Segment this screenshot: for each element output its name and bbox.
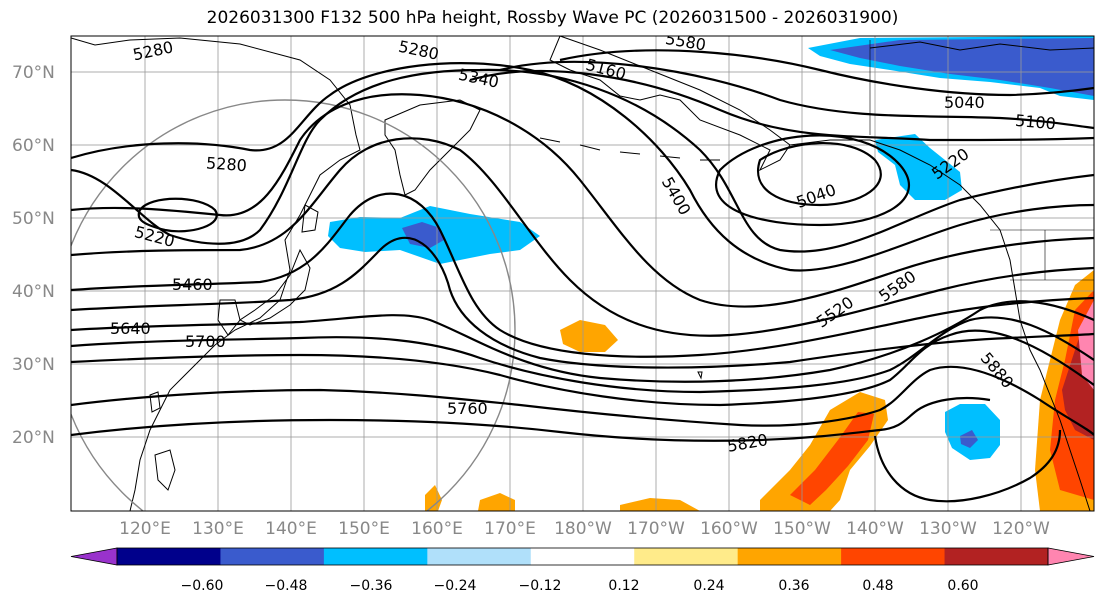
lat-label: 40°N [12, 282, 55, 302]
contour-label: 5040 [944, 93, 985, 112]
colorbar-tick-label: −0.36 [350, 578, 393, 594]
contour-5220-loop [137, 197, 218, 233]
colorbar-segment [220, 548, 325, 565]
contour-5400 [71, 137, 1094, 337]
anomaly-neg-alaska [875, 134, 962, 200]
reference-circle [71, 99, 516, 511]
contour-label: 5640 [110, 319, 151, 338]
colorbar-ticks: −0.60 −0.48 −0.36 −0.24 −0.12 0.12 0.24 … [181, 578, 979, 594]
lat-label: 50°N [12, 209, 55, 229]
longitude-labels: 120°E 130°E 140°E 150°E 160°E 170°E 180°… [119, 519, 1050, 539]
contour-5520 [71, 236, 1094, 369]
map-frame [70, 35, 1095, 512]
colorbar-tick-label: 0.24 [693, 578, 724, 594]
contour-label: 5460 [172, 275, 213, 294]
colorbar-tick-label: 0.36 [778, 578, 809, 594]
colorbar-tick-label: 0.12 [608, 578, 639, 594]
lat-label: 70°N [12, 63, 55, 83]
colorbar-outline [116, 547, 1049, 566]
lon-label: 140°W [846, 519, 904, 539]
anomaly-pos-coast-pink [1078, 300, 1094, 390]
colorbar-segment [634, 548, 739, 565]
contour-5040-low [757, 142, 882, 207]
colorbar-segment [530, 548, 635, 565]
contour-5820 [71, 397, 991, 442]
colorbar-extend-min [70, 547, 118, 566]
lon-label: 170°E [484, 519, 536, 539]
contour-label: 5760 [447, 399, 488, 418]
contour-5160 [469, 69, 1094, 142]
latitude-labels: 70°N 60°N 50°N 40°N 30°N 20°N [12, 63, 55, 448]
anomaly-pos-small-3 [620, 498, 700, 511]
lat-label: 30°N [12, 355, 55, 375]
lat-label: 60°N [12, 136, 55, 156]
lon-label: 120°W [992, 519, 1050, 539]
lon-label: 160°E [411, 519, 463, 539]
colorbar-segment [737, 548, 842, 565]
contour-5280 [71, 62, 1094, 272]
contour-5760 [71, 365, 1094, 436]
colorbar-segment [427, 548, 532, 565]
colorbar-tick-label: −0.24 [434, 578, 477, 594]
lon-label: 150°E [338, 519, 390, 539]
colorbar-tick-label: −0.48 [265, 578, 308, 594]
anomaly-pos-se-core [790, 412, 874, 505]
colorbar-extend-max [1047, 547, 1095, 566]
colorbar-tick-label: 0.60 [947, 578, 978, 594]
contour-5100-north [499, 60, 1094, 130]
colorbar-segment [117, 548, 221, 565]
colorbar-tick-label: 0.48 [862, 578, 893, 594]
colorbar-segment [944, 548, 1049, 565]
contour-5220 [71, 68, 1094, 253]
contour-5340 [71, 93, 1094, 308]
contour-5460 [71, 192, 1094, 358]
lon-label: 120°E [119, 519, 171, 539]
anomaly-shading [328, 36, 1094, 511]
anomaly-pos-small-1 [425, 485, 442, 511]
lon-label: 170°W [627, 519, 685, 539]
anomaly-neg-east-core [960, 430, 978, 448]
contour-5100-low [715, 134, 910, 227]
colorbar-segment [323, 548, 428, 565]
lat-label: 20°N [12, 428, 55, 448]
contour-5640 [71, 316, 1094, 394]
colorbar-tick-label: −0.12 [519, 578, 562, 594]
lon-label: 130°E [192, 519, 244, 539]
lon-label: 140°E [265, 519, 317, 539]
contour-label: 5700 [185, 332, 226, 351]
lon-label: 180°W [554, 519, 612, 539]
lon-label: 150°W [773, 519, 831, 539]
anomaly-neg-arctic-core [830, 38, 1094, 96]
contour-5880 [873, 429, 1062, 503]
colorbar-segments [70, 547, 1095, 566]
anomaly-neg-wpac-core [402, 222, 444, 248]
lon-label: 160°W [700, 519, 758, 539]
anomaly-pos-mid [560, 320, 618, 352]
contour-5040-north [559, 49, 1094, 97]
height-contours [71, 49, 1094, 503]
contour-5700 [71, 329, 1094, 407]
contour-5580 [71, 300, 1094, 383]
colorbar-tick-label: −0.60 [181, 578, 224, 594]
contour-label: 5280 [206, 153, 248, 175]
colorbar-segment [841, 548, 946, 565]
colorbar: −0.60 −0.48 −0.36 −0.24 −0.12 0.12 0.24 … [70, 547, 1095, 594]
chart-title: 2026031300 F132 500 hPa height, Rossby W… [206, 8, 899, 28]
contour-label: 5100 [1014, 111, 1056, 133]
lon-label: 130°W [919, 519, 977, 539]
anomaly-pos-small-2 [478, 493, 515, 511]
